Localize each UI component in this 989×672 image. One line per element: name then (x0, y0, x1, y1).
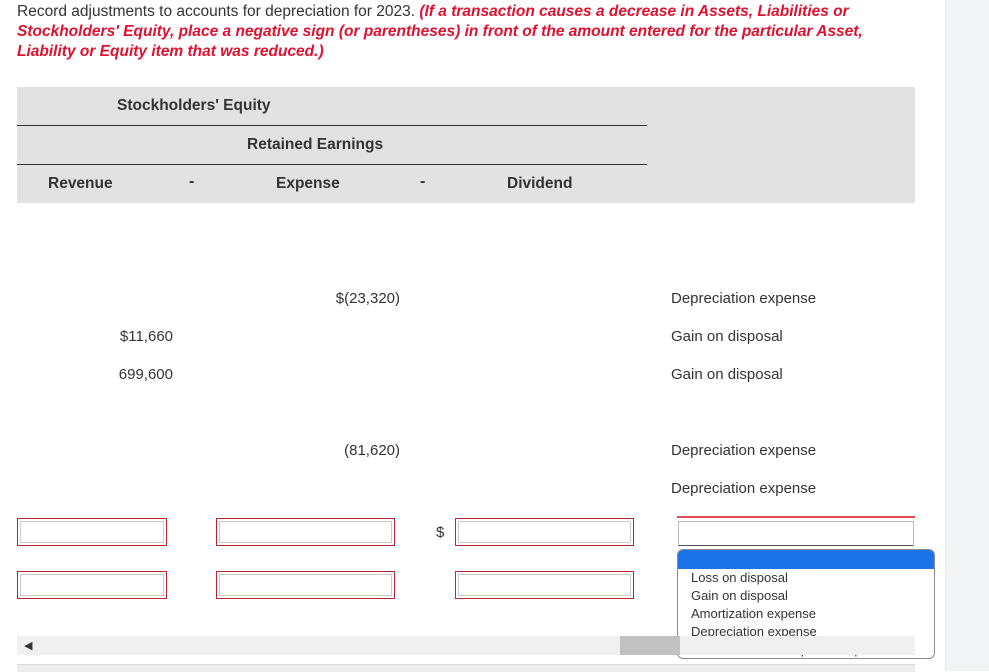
expense-input-2[interactable] (216, 571, 395, 599)
account-select-1[interactable] (677, 516, 915, 546)
revenue-input-1[interactable] (17, 518, 167, 546)
header-expense: Expense (276, 175, 340, 192)
account-label-2: Gain on disposal (671, 328, 783, 345)
scrollbar-thumb[interactable] (620, 636, 680, 655)
currency-symbol: $ (436, 524, 445, 541)
dividend-input-1[interactable] (455, 518, 634, 546)
account-label-1: Depreciation expense (671, 290, 817, 307)
dropdown-option-selected[interactable] (678, 550, 934, 569)
dropdown-option-gain-on-disposal[interactable]: Gain on disposal (691, 588, 788, 603)
dividend-input-2[interactable] (455, 571, 634, 599)
expense-cell-1: $(23,320) (335, 290, 400, 307)
scroll-left-arrow-icon[interactable]: ◀ (24, 640, 33, 652)
minus-sign-2: - (420, 173, 426, 190)
header-divider-2 (17, 164, 647, 165)
account-label-4: Depreciation expense (671, 442, 817, 459)
revenue-input-2[interactable] (17, 571, 167, 599)
expense-cell-4: (81,620) (344, 442, 400, 459)
dropdown-option-amortization-expense[interactable]: Amortization expense (691, 606, 817, 621)
right-gutter (945, 0, 989, 671)
instructions: Record adjustments to accounts for depre… (17, 2, 897, 62)
header-revenue: Revenue (48, 175, 113, 192)
bottom-strip (17, 664, 915, 672)
account-label-3: Gain on disposal (671, 366, 783, 383)
minus-sign-1: - (189, 173, 195, 190)
dropdown-option-depreciation-expense[interactable]: Depreciation expense (691, 624, 817, 639)
header-divider-1 (17, 125, 647, 126)
header-stockholders-equity: Stockholders' Equity (117, 97, 271, 114)
header-retained-earnings: Retained Earnings (247, 136, 384, 153)
dropdown-option-loss-on-disposal[interactable]: Loss on disposal (691, 570, 788, 585)
table-header-band (17, 87, 915, 203)
revenue-cell-2: $11,660 (119, 328, 173, 345)
instructions-lead: Record adjustments to accounts for depre… (17, 3, 420, 20)
account-label-5: Depreciation expense (671, 480, 817, 497)
revenue-cell-3: 699,600 (118, 366, 173, 383)
horizontal-scrollbar[interactable]: ◀ (17, 636, 915, 655)
instructions-note: (If a transaction causes a decrease in A… (17, 3, 863, 60)
expense-input-1[interactable] (216, 518, 395, 546)
header-dividend: Dividend (507, 175, 573, 192)
